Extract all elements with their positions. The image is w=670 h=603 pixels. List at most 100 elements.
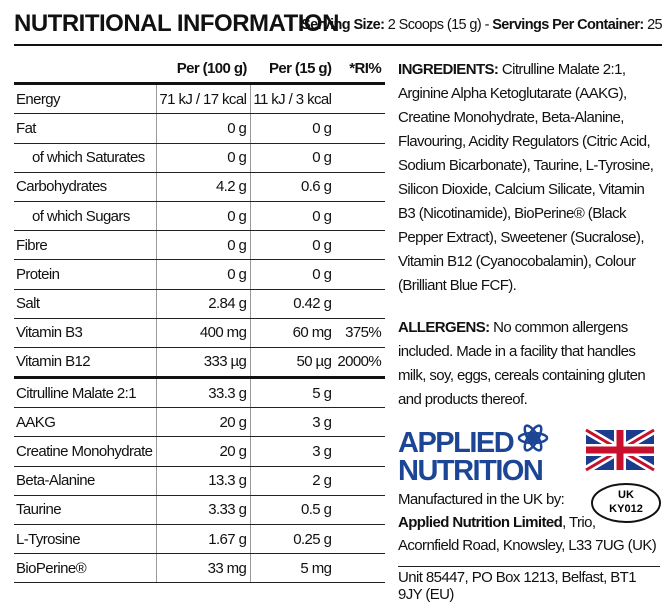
cell-value bbox=[335, 83, 386, 115]
table-row: L-Tyrosine 1.67 g 0.25 g bbox=[14, 524, 386, 555]
cell-value: 0 g bbox=[250, 113, 336, 144]
cell-value bbox=[335, 259, 386, 290]
row-label: AAKG bbox=[14, 407, 158, 438]
cell-value: 33 mg bbox=[156, 553, 252, 584]
table-row: Energy 71 kJ / 17 kcal 11 kJ / 3 kcal bbox=[14, 83, 386, 115]
servings-label: Servings Per Container: bbox=[492, 17, 644, 33]
row-label: BioPerine® bbox=[14, 553, 158, 584]
cell-value: 0 g bbox=[250, 230, 336, 261]
cell-value: 0.25 g bbox=[250, 524, 336, 555]
cell-value: 0 g bbox=[156, 113, 252, 144]
cell-value bbox=[335, 172, 386, 202]
row-label: Beta-Alanine bbox=[14, 466, 158, 496]
table-row: BioPerine® 33 mg 5 mg bbox=[14, 553, 386, 584]
mfr-address1: , Trio, bbox=[562, 514, 596, 531]
cell-value: 0 g bbox=[156, 230, 252, 261]
cell-value: 4.2 g bbox=[156, 172, 252, 202]
row-label: Taurine bbox=[14, 495, 158, 526]
ingredients-label: INGREDIENTS: bbox=[398, 61, 499, 78]
uk-flag bbox=[583, 426, 657, 474]
ingredients-text: Citrulline Malate 2:1, Arginine Alpha Ke… bbox=[398, 61, 654, 294]
table-row: Carbohydrates 4.2 g 0.6 g bbox=[14, 172, 386, 202]
mark-line2: KY012 bbox=[609, 503, 643, 515]
cell-value bbox=[335, 113, 386, 144]
cell-value: 0 g bbox=[156, 201, 252, 232]
rule bbox=[14, 44, 662, 46]
cell-value: 20 g bbox=[156, 436, 252, 467]
cell-value: 50 µg bbox=[250, 347, 336, 380]
cell-value: 3.33 g bbox=[156, 495, 252, 526]
mfr-company: Applied Nutrition Limited bbox=[398, 514, 563, 531]
logo-area: APPLIED NUTRITION bbox=[398, 424, 657, 487]
cell-value: 0 g bbox=[250, 259, 336, 290]
cell-value: 13.3 g bbox=[156, 466, 252, 496]
title: NUTRITIONAL INFORMATION bbox=[14, 10, 339, 37]
cell-value: 0 g bbox=[250, 143, 336, 173]
cell-value bbox=[335, 289, 386, 319]
allergens: ALLERGENS: No common allergens included.… bbox=[398, 316, 662, 412]
cell-value: 5 g bbox=[250, 377, 336, 409]
cell-value: 2.84 g bbox=[156, 289, 252, 319]
table-row: Vitamin B3 400 mg 60 mg 375% bbox=[14, 318, 386, 348]
row-label: Salt bbox=[14, 289, 158, 319]
cell-value: 2000% bbox=[335, 347, 386, 380]
cell-value bbox=[335, 407, 386, 438]
cell-value bbox=[335, 553, 386, 584]
row-label: Vitamin B12 bbox=[14, 347, 158, 380]
cell-value: 0.42 g bbox=[250, 289, 336, 319]
cell-value: 33.3 g bbox=[156, 377, 252, 409]
cell-value bbox=[335, 524, 386, 555]
mfr-address2: Acornfield Road, Knowsley, L33 7UG (UK) bbox=[398, 537, 657, 554]
cell-value: 5 mg bbox=[250, 553, 336, 584]
cell-value: 0 g bbox=[156, 259, 252, 290]
cell-value: 60 mg bbox=[250, 318, 336, 348]
row-label: Creatine Monohydrate bbox=[14, 436, 158, 467]
cell-value bbox=[335, 201, 386, 232]
row-label: Fibre bbox=[14, 230, 158, 261]
cell-value: 0 g bbox=[156, 143, 252, 173]
cell-value bbox=[335, 377, 386, 409]
servings: 25 bbox=[647, 17, 663, 33]
cell-value: 20 g bbox=[156, 407, 252, 438]
ingredients: INGREDIENTS: Citrulline Malate 2:1, Argi… bbox=[398, 58, 662, 298]
cell-value: 0 g bbox=[250, 201, 336, 232]
cell-value bbox=[335, 495, 386, 526]
cell-value: 11 kJ / 3 kcal bbox=[250, 83, 336, 115]
serving-size-label: Serving Size: bbox=[301, 17, 385, 33]
cell-value: 1.67 g bbox=[156, 524, 252, 555]
column-header: *RI% bbox=[335, 54, 386, 86]
mfr-intro: Manufactured in the UK by: bbox=[398, 491, 565, 508]
mark-line1: UK bbox=[618, 489, 634, 501]
cell-value: 2 g bbox=[250, 466, 336, 496]
row-label: Citrulline Malate 2:1 bbox=[14, 377, 158, 409]
cell-value: 400 mg bbox=[156, 318, 252, 348]
cell-value: 0.6 g bbox=[250, 172, 336, 202]
row-label: L-Tyrosine bbox=[14, 524, 158, 555]
allergens-label: ALLERGENS: bbox=[398, 319, 490, 336]
cell-value: 0.5 g bbox=[250, 495, 336, 526]
table-row: Vitamin B12 333 µg 50 µg 2000% bbox=[14, 347, 386, 380]
table-row: Taurine 3.33 g 0.5 g bbox=[14, 495, 386, 526]
row-label: of which Sugars bbox=[14, 201, 158, 232]
cell-value: 3 g bbox=[250, 436, 336, 467]
cell-value bbox=[335, 230, 386, 261]
cell-value: 333 µg bbox=[156, 347, 252, 380]
cell-value bbox=[335, 466, 386, 496]
logo-line2: NUTRITION bbox=[398, 455, 542, 487]
health-mark: UK KY012 bbox=[591, 483, 661, 523]
cell-value bbox=[335, 436, 386, 467]
cell-value: 3 g bbox=[250, 407, 336, 438]
cell-value: 375% bbox=[335, 318, 386, 348]
serving-size: 2 Scoops (15 g) bbox=[387, 17, 482, 33]
atom-icon bbox=[517, 424, 549, 452]
column-header: Per (100 g) bbox=[156, 54, 251, 86]
eu-address: Unit 85447, PO Box 1213, Belfast, BT1 9J… bbox=[398, 566, 660, 603]
cell-value bbox=[335, 143, 386, 173]
